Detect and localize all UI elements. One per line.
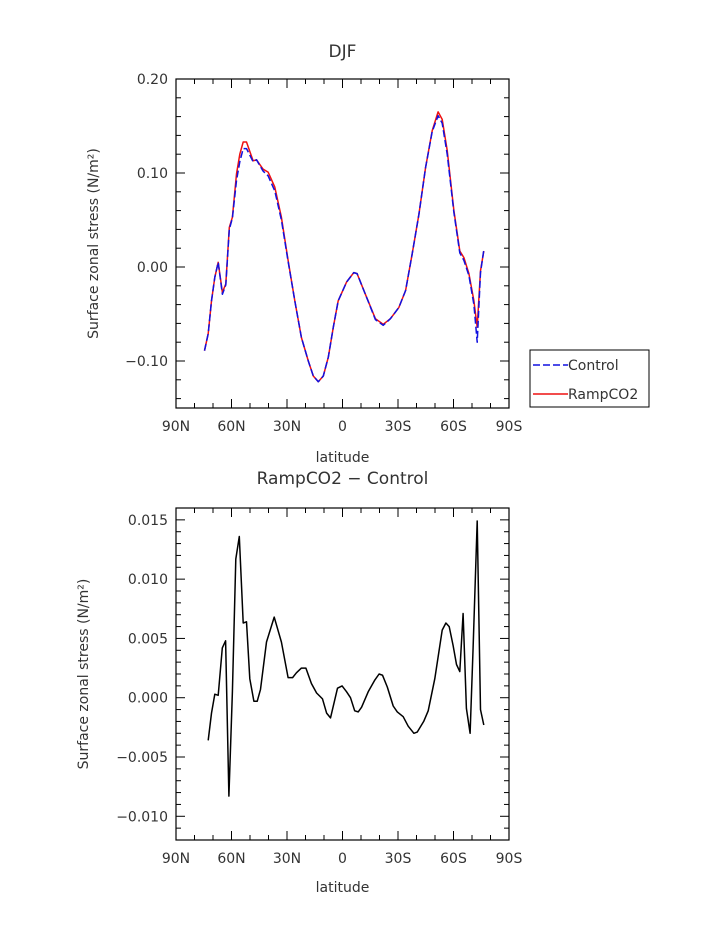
legend [529, 349, 650, 408]
x-tick-label: 30N [273, 851, 301, 867]
x-tick-label: 90N [162, 419, 190, 435]
y-tick-label: −0.005 [116, 750, 168, 766]
x-tick-label: 30N [273, 419, 301, 435]
x-tick-label: 90N [162, 851, 190, 867]
y-tick-label: 0.00 [137, 260, 168, 276]
y-tick-label: 0.20 [137, 72, 168, 88]
y-axis-label: Surface zonal stress (N/m²) [86, 148, 102, 339]
x-tick-label: 0 [338, 419, 347, 435]
legend-label: RampCO2 [568, 387, 638, 403]
y-tick-label: 0.010 [128, 572, 168, 588]
x-tick-label: 90S [496, 419, 523, 435]
y-axis-label: Surface zonal stress (N/m²) [76, 579, 92, 770]
legend-label: Control [568, 358, 619, 374]
x-axis-label: latitude [316, 880, 370, 896]
series-line-rampco2-control [207, 520, 485, 797]
plot-1 [175, 78, 650, 409]
x-tick-label: 0 [338, 851, 347, 867]
x-tick-label: 60N [217, 851, 245, 867]
series-line-rampco2 [203, 111, 485, 383]
x-tick-label: 60S [440, 851, 467, 867]
x-tick-label: 30S [385, 419, 412, 435]
chart-title: DJF [329, 42, 357, 62]
x-tick-label: 30S [385, 851, 412, 867]
x-tick-label: 90S [496, 851, 523, 867]
y-tick-label: 0.015 [128, 513, 168, 529]
chart-title: RampCO2 − Control [257, 469, 429, 489]
plot-2 [175, 507, 510, 841]
x-tick-label: 60N [217, 419, 245, 435]
y-tick-label: −0.10 [125, 354, 168, 370]
series-line-control [203, 114, 485, 383]
x-tick-label: 60S [440, 419, 467, 435]
y-tick-label: 0.000 [128, 691, 168, 707]
x-axis-label: latitude [316, 450, 370, 466]
y-tick-label: −0.010 [116, 809, 168, 825]
legend-box [529, 349, 650, 408]
y-tick-label: 0.005 [128, 631, 168, 647]
y-tick-label: 0.10 [137, 166, 168, 182]
